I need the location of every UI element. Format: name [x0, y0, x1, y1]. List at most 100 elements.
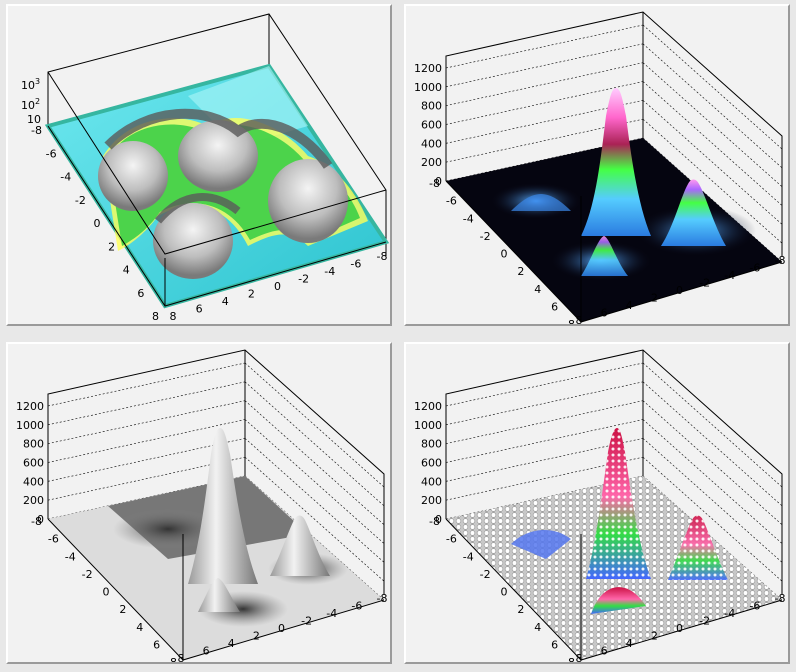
z-grid-left-wall: [47, 381, 246, 426]
x-tick-label: 6: [196, 303, 203, 316]
y-tick-label: -6: [46, 147, 57, 160]
y-tick-label: 2: [108, 240, 115, 253]
z-tick-label: 1200: [414, 400, 442, 413]
z-tick-label: 0: [435, 513, 442, 526]
ridge-arc-top: [104, 108, 333, 169]
y-tick-label: -6: [446, 533, 457, 546]
y-tick-label: 0: [501, 248, 508, 261]
y-tick-label: 0: [94, 217, 101, 230]
x-tick-label: -8: [775, 254, 786, 267]
z-tick-labels: 1200 1000 800 600 400 200 0: [414, 400, 442, 526]
z-grid-left-wall: [445, 43, 644, 88]
peak-front: [581, 236, 628, 276]
y-tick-label: -4: [65, 550, 76, 563]
y-tick-label: -2: [480, 230, 491, 243]
z-tick-label: 1000: [16, 419, 44, 432]
x-tick-label: 8: [576, 652, 583, 662]
z-tick-label: 0: [435, 175, 442, 188]
z-grid-left-wall: [445, 62, 644, 106]
x-tick-label: 4: [626, 637, 633, 650]
x-tick-label: -4: [324, 265, 335, 278]
hump-front: [591, 587, 646, 614]
z-grid-left-wall: [47, 400, 246, 444]
z-tick-1000: 103: [21, 77, 40, 92]
y-tick-label: -2: [480, 568, 491, 581]
z-grid-right-wall: [244, 400, 385, 525]
z-tick-label: 1000: [414, 81, 442, 94]
y-tick-label: 4: [534, 621, 541, 634]
x-tick-label: 8: [178, 652, 185, 662]
z-tick-label: 1000: [414, 419, 442, 432]
y-tick-label: 6: [153, 638, 160, 651]
z-grid-left-wall: [47, 438, 246, 482]
x-tick-labels: 8 6 4 2 0 -2 -4 -6 -8: [576, 592, 786, 662]
z-grid-right-wall: [244, 438, 385, 563]
y-tick-label: 2: [517, 265, 524, 278]
x-tick-labels: 8 6 4 2 0 -2 -4 -6 -8: [170, 250, 388, 323]
z-tick-100: 102: [21, 97, 40, 112]
z-grid-right-wall: [244, 362, 385, 488]
x-tick-labels: 8 6 4 2 0 -2 -4 -6 -8: [576, 254, 786, 324]
peak-right: [270, 515, 330, 576]
floor-shadow-1: [113, 509, 223, 549]
x-tick-label: 2: [248, 288, 255, 301]
peak-right-dots: [668, 515, 728, 580]
x-tick-label: -4: [724, 607, 735, 620]
y-tick-label: 6: [551, 638, 558, 651]
z-tick-label: 600: [421, 457, 442, 470]
x-tick-label: -8: [775, 592, 786, 605]
ridge-hump-2: [178, 120, 258, 192]
x-tick-label: 4: [228, 637, 235, 650]
ridge-hump-3: [268, 159, 348, 243]
x-tick-label: -2: [301, 615, 312, 628]
y-tick-label: -8: [429, 177, 440, 190]
x-tick-label: 6: [601, 645, 608, 658]
x-tick-label: -6: [350, 258, 361, 271]
peak-main: [188, 428, 258, 584]
y-tick-label: 0: [501, 586, 508, 599]
z-tick-label: 800: [421, 438, 442, 451]
x-tick-label: 0: [676, 622, 683, 635]
z-tick-label: 800: [23, 438, 44, 451]
x-tick-label: -8: [377, 592, 388, 605]
z-tick-label: 400: [421, 475, 442, 488]
y-tick-label: 4: [136, 621, 143, 634]
z-grid-left-wall: [445, 400, 644, 444]
y-tick-label: 2: [517, 603, 524, 616]
pad-contour-surface: 103 102 10 -8 -6 -4 -2 0 2 4 6 8 8 6 4 2 0 -2 -4 -6 -8: [6, 4, 392, 326]
y-tick-label: -2: [82, 568, 93, 581]
x-tick-label: -2: [699, 277, 710, 290]
z-grid-right-wall: [244, 419, 385, 544]
y-tick-label: -4: [463, 550, 474, 563]
z-grid-right-wall: [642, 100, 783, 225]
z-grid-left-wall: [47, 419, 246, 463]
x-tick-label: -6: [351, 600, 362, 613]
x-tick-label: 6: [203, 645, 210, 658]
x-tick-label: 4: [626, 299, 633, 312]
z-grid-left-wall: [445, 381, 644, 426]
y-tick-label: -6: [48, 533, 59, 546]
peak-main: [581, 88, 651, 236]
x-tick-label: 0: [278, 622, 285, 635]
hump-left: [511, 529, 571, 559]
x-tick-label: 8: [576, 314, 583, 324]
y-tick-label: 6: [137, 287, 144, 300]
ridge-hump-1: [98, 141, 168, 211]
x-tick-labels: 8 6 4 2 0 -2 -4 -6 -8: [178, 592, 388, 662]
z-tick-label: 1200: [414, 62, 442, 75]
y-tick-label: 4: [534, 283, 541, 296]
peak-left: [511, 194, 571, 211]
x-tick-label: 6: [601, 307, 608, 320]
y-tick-label: -8: [31, 124, 42, 137]
z-grid-left-wall: [47, 362, 246, 407]
peak-front: [198, 578, 240, 612]
z-grid-left-wall: [445, 24, 644, 69]
